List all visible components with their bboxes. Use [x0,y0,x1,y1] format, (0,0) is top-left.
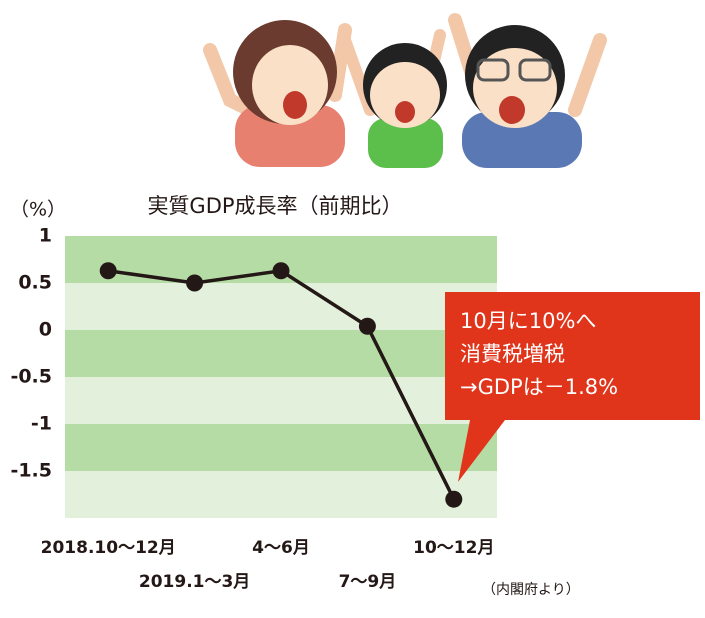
y-axis-label: （%） [10,199,66,221]
annotation: →GDPは－1.8% [460,375,618,399]
point [186,274,204,292]
grid-band [65,330,497,377]
annotation: 10月に10%へ [460,309,596,333]
x-tick-label: 10～12月 [413,538,494,558]
point [99,262,117,280]
callout [445,292,700,482]
grid-band [65,377,497,424]
source: （内閣府より） [482,582,580,598]
point [445,490,463,508]
y-tick-label: 0.5 [18,272,52,294]
grid-band [65,283,497,330]
x-tick-label: 2019.1～3月 [139,572,250,592]
x-tick-label: 4～6月 [252,538,310,558]
x-tick-label: 2018.10～12月 [41,538,176,558]
annotation: 消費税増税 [460,342,565,366]
x-tick-label: 7～9月 [339,572,397,592]
y-tick-label: 1 [39,225,52,247]
grid-band [65,424,497,471]
illustration [203,13,607,168]
point [358,317,376,335]
y-tick-label: -1.5 [10,460,52,482]
y-tick-label: -0.5 [10,366,52,388]
y-tick-label: -1 [31,413,52,435]
point [272,262,290,280]
chart-title: 実質GDP成長率（前期比） [147,194,402,218]
grid-band [65,471,497,518]
y-tick-label: 0 [39,319,52,341]
